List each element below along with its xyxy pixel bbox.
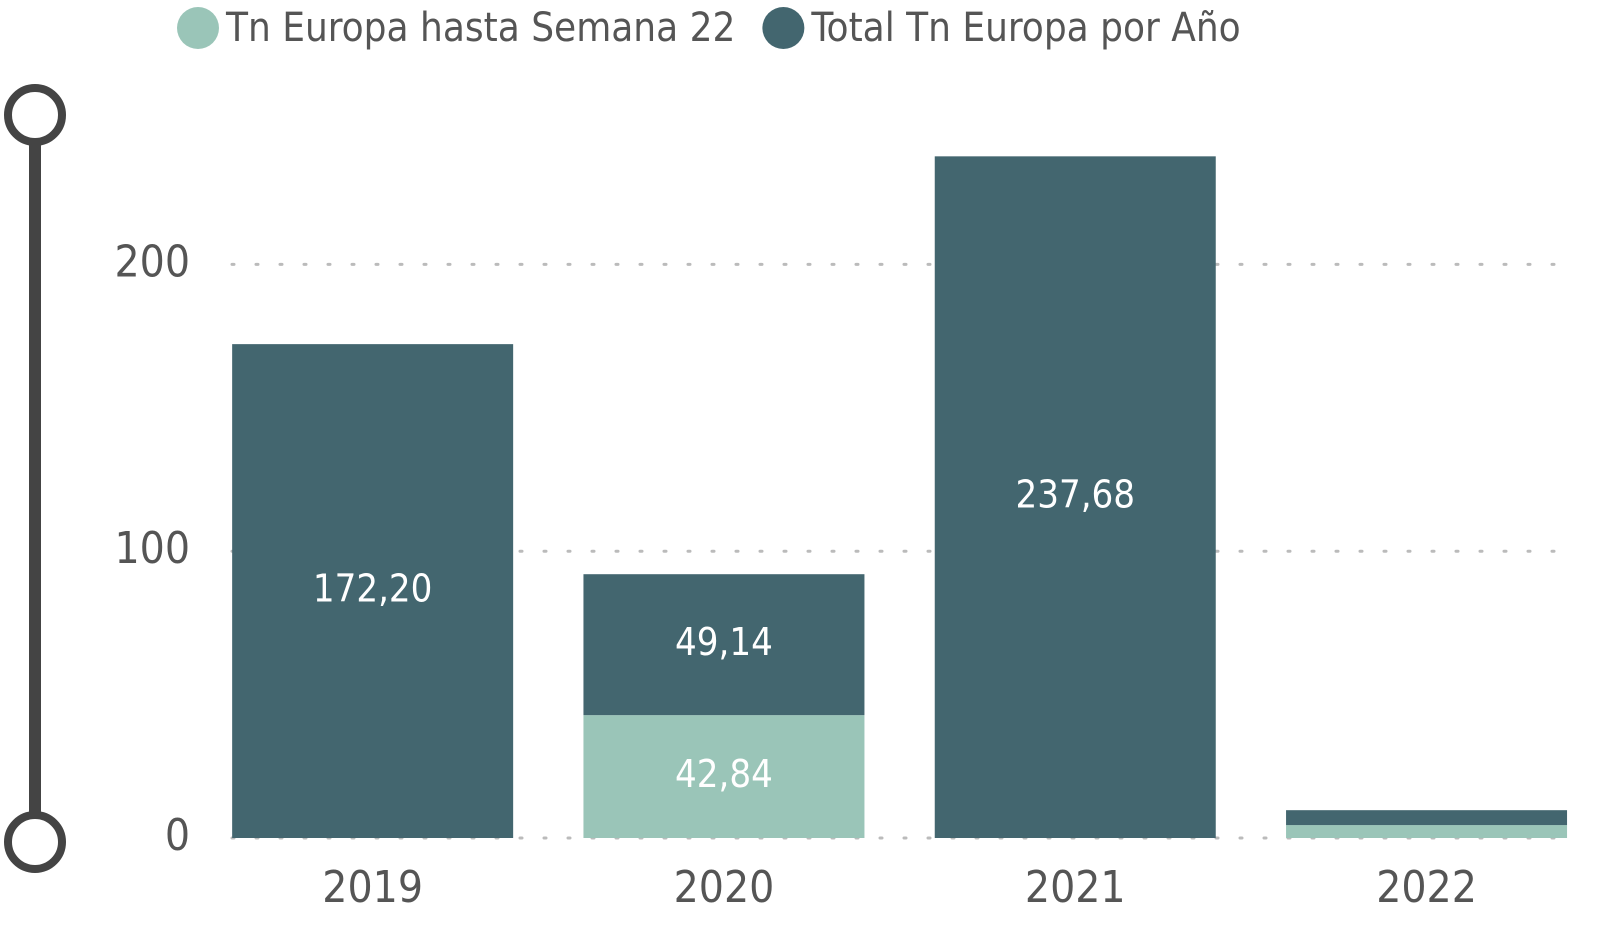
legend-swatch [762,7,805,49]
x-tick-label: 2020 [674,862,775,913]
x-tick-label: 2021 [1025,862,1126,913]
data-label: 42,84 [675,752,773,796]
legend-label: Tn Europa hasta Semana 22 [225,5,735,51]
bar [232,344,514,838]
data-label: 237,68 [1015,473,1135,517]
bar [1286,825,1568,838]
bar [583,715,865,838]
data-label: 49,14 [675,620,773,664]
slider-handle[interactable] [4,84,66,146]
slider-handle[interactable] [4,811,66,873]
y-tick-label: 0 [165,810,190,861]
x-tick-label: 2022 [1376,862,1477,913]
bar [583,574,865,716]
x-tick-label: 2019 [322,862,423,913]
bar [1286,810,1568,826]
legend-label: Total Tn Europa por Año [810,5,1240,51]
y-tick-label: 100 [114,523,190,574]
range-slider[interactable] [4,84,66,873]
data-label: 172,20 [313,567,433,611]
legend-swatch [177,7,219,49]
bar [934,156,1216,839]
y-tick-label: 200 [114,236,190,287]
